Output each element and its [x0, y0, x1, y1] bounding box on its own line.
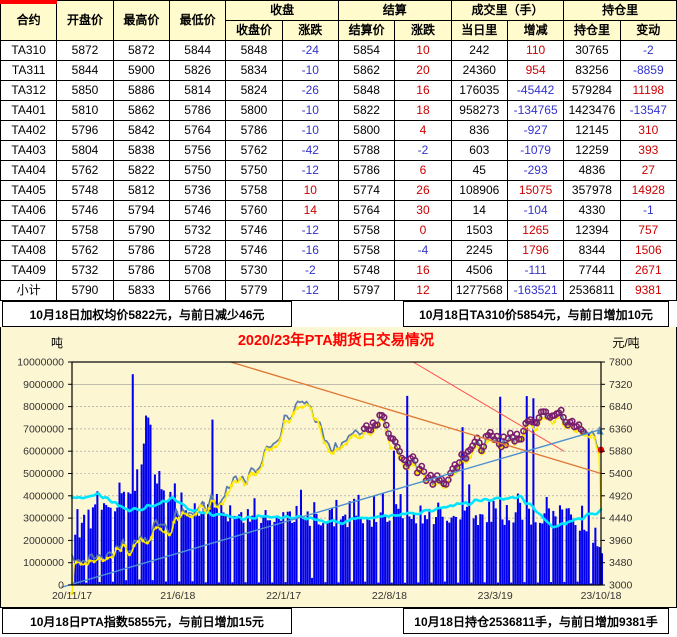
svg-text:4920: 4920: [609, 490, 633, 502]
svg-text:吨: 吨: [51, 336, 63, 350]
svg-text:元/吨: 元/吨: [612, 336, 639, 350]
svg-text:22/1/17: 22/1/17: [266, 590, 301, 602]
svg-text:23/3/19: 23/3/19: [478, 590, 513, 602]
svg-text:5400: 5400: [609, 468, 633, 480]
svg-text:7800: 7800: [609, 357, 633, 369]
svg-text:6000000: 6000000: [23, 446, 64, 458]
svg-text:4440: 4440: [609, 513, 633, 525]
svg-text:8000000: 8000000: [23, 401, 64, 413]
svg-text:2020/23年PTA期货日交易情况: 2020/23年PTA期货日交易情况: [238, 331, 435, 349]
svg-text:21/6/18: 21/6/18: [160, 590, 195, 602]
svg-text:20/11/17: 20/11/17: [52, 590, 92, 602]
svg-text:22/8/18: 22/8/18: [372, 590, 407, 602]
svg-text:7320: 7320: [609, 379, 633, 391]
svg-text:2000000: 2000000: [23, 535, 64, 547]
svg-text:3960: 3960: [609, 535, 633, 547]
svg-text:6360: 6360: [609, 423, 633, 435]
svg-text:9000000: 9000000: [23, 379, 64, 391]
svg-text:1000000: 1000000: [23, 557, 64, 569]
svg-text:23/10/18: 23/10/18: [581, 590, 622, 602]
svg-text:3000000: 3000000: [23, 513, 64, 525]
svg-text:10000000: 10000000: [17, 357, 64, 369]
svg-text:7000000: 7000000: [23, 423, 64, 435]
svg-text:5000000: 5000000: [23, 468, 64, 480]
svg-text:6840: 6840: [609, 401, 633, 413]
svg-text:5880: 5880: [609, 446, 633, 458]
svg-text:4000000: 4000000: [23, 490, 64, 502]
svg-text:3480: 3480: [609, 557, 633, 569]
